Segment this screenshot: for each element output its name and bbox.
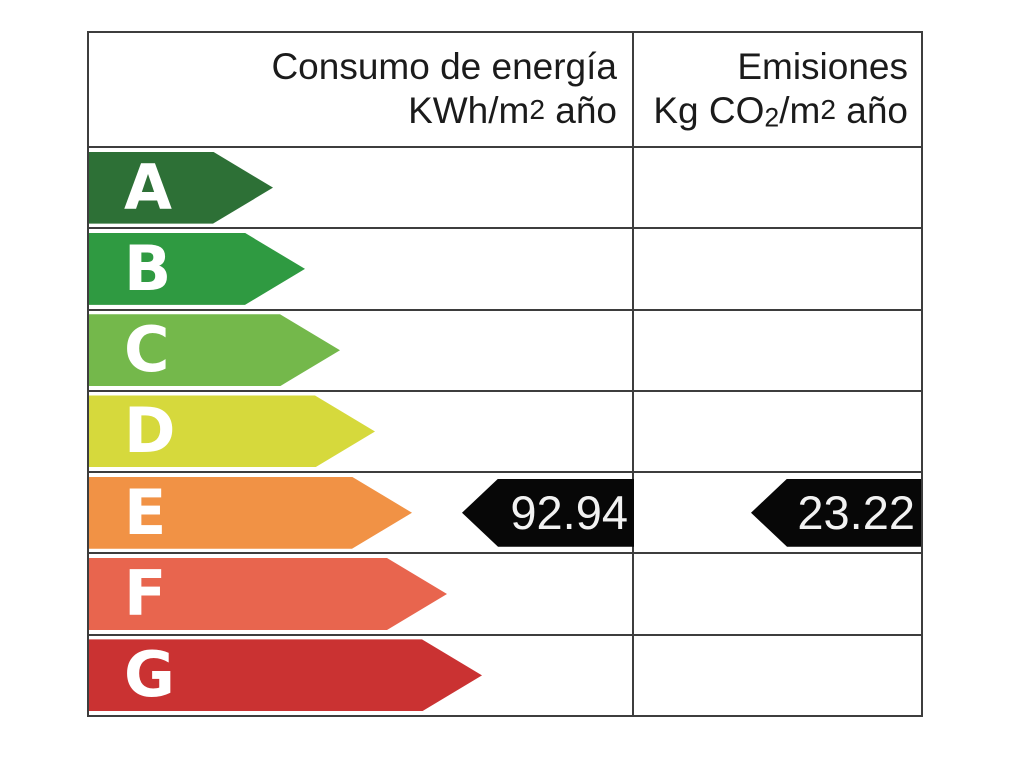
header-emissions-line2: Kg CO2/m2 año	[653, 89, 908, 133]
rating-bar-b: B	[89, 233, 305, 305]
header-consumption-line1: Consumo de energía	[271, 46, 617, 87]
header-consumption-line2: KWh/m2 año	[408, 89, 617, 131]
consumption-value: 92.94	[510, 486, 628, 540]
header-emissions-line1: Emisiones	[737, 46, 908, 87]
rating-letter-b: B	[124, 231, 172, 305]
rating-row-d: D	[89, 389, 921, 471]
table-header: Consumo de energía KWh/m2 año Emisiones …	[89, 33, 921, 146]
rating-bar-e: E	[89, 477, 412, 549]
table-inner: Consumo de energía KWh/m2 año Emisiones …	[89, 33, 921, 715]
rating-row-c: C	[89, 308, 921, 390]
rating-row-f: F	[89, 552, 921, 633]
emissions-value-arrow: 23.22	[751, 478, 921, 547]
rating-letter-f: F	[124, 557, 167, 631]
energy-rating-table: Consumo de energía KWh/m2 año Emisiones …	[87, 31, 923, 717]
rating-bar-a: A	[89, 152, 273, 224]
rating-row-g: G	[89, 633, 921, 715]
header-consumption: Consumo de energía KWh/m2 año	[89, 45, 617, 132]
rating-letter-g: G	[124, 638, 175, 712]
m2-superscript: 2	[820, 94, 836, 125]
rating-rows: A B C D	[89, 146, 921, 715]
rating-letter-c: C	[124, 313, 170, 387]
rating-bar-f: F	[89, 558, 447, 630]
rating-row-a: A	[89, 146, 921, 227]
emissions-value: 23.22	[797, 486, 915, 540]
rating-bar-d: D	[89, 395, 375, 467]
header-emissions: Emisiones Kg CO2/m2 año	[634, 45, 908, 140]
rating-row-e: E 92.94 23.22	[89, 471, 921, 552]
rating-bar-g: G	[89, 639, 482, 711]
rating-bar-c: C	[89, 314, 340, 386]
co2-subscript: 2	[764, 102, 780, 133]
column-divider	[632, 33, 634, 715]
consumption-value-arrow: 92.94	[462, 478, 634, 547]
rating-letter-e: E	[124, 475, 167, 549]
rating-letter-a: A	[124, 150, 172, 224]
m2-superscript: 2	[529, 94, 545, 125]
rating-row-b: B	[89, 227, 921, 308]
rating-letter-d: D	[124, 394, 176, 468]
